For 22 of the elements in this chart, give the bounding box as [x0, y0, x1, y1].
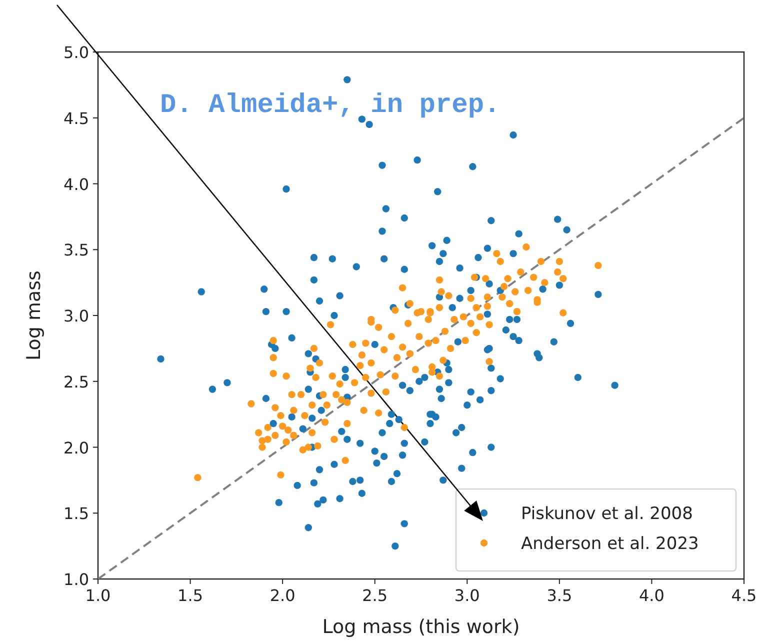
y-tick-label: 5.0 — [64, 43, 89, 62]
y-tick-label: 1.5 — [64, 504, 89, 524]
y-tick-label: 2.5 — [64, 372, 89, 392]
x-tick-label: 4.5 — [731, 586, 757, 605]
annotation: D. Almeida+, in prep. — [160, 91, 500, 121]
y-tick-label: 3.5 — [64, 240, 89, 260]
y-tick-label: 3.0 — [64, 306, 89, 326]
x-tick-label: 1.5 — [178, 586, 204, 605]
legend-label: Piskunov et al. 2008 — [521, 504, 693, 524]
y-axis-title: Log mass — [23, 270, 45, 360]
legend-label: Anderson et al. 2023 — [521, 534, 699, 554]
y-tick-label: 1.0 — [64, 570, 89, 589]
x-axis-title: Log mass (this work) — [322, 616, 520, 638]
x-tick-label: 2.0 — [270, 586, 296, 605]
y-tick-label: 4.5 — [64, 108, 89, 128]
x-tick-label: 4.0 — [638, 586, 664, 605]
x-tick-label: 1.0 — [85, 586, 111, 605]
x-tick-label: 2.5 — [362, 586, 388, 605]
x-tick-label: 3.5 — [546, 586, 572, 605]
y-tick-label: 2.0 — [64, 438, 89, 458]
y-tick-label: 4.0 — [64, 174, 89, 194]
x-tick-label: 3.0 — [454, 586, 480, 605]
